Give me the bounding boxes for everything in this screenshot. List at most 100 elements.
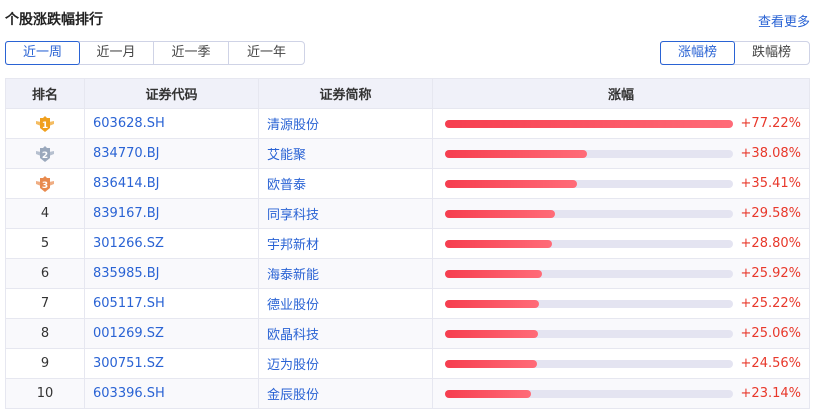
security-code-link[interactable]: 839167.BJ <box>84 198 259 229</box>
security-name-link[interactable]: 欧晶科技 <box>258 318 433 349</box>
svg-text:2: 2 <box>42 151 48 161</box>
rank-cell: 6 <box>5 258 85 289</box>
column-header-code: 证券代码 <box>84 78 259 109</box>
change-value: +38.08% <box>740 146 801 161</box>
change-value: +25.06% <box>740 326 801 341</box>
change-value: +24.56% <box>740 356 801 371</box>
security-code-link[interactable]: 301266.SZ <box>84 228 259 259</box>
change-cell: +24.56% <box>432 348 810 379</box>
security-name-link[interactable]: 艾能聚 <box>258 138 433 169</box>
change-bar-track <box>445 390 733 398</box>
change-bar-fill <box>445 390 532 398</box>
change-cell: +35.41% <box>432 168 810 199</box>
security-code-link[interactable]: 835985.BJ <box>84 258 259 289</box>
change-bar-fill <box>445 270 542 278</box>
column-header-name: 证券简称 <box>258 78 433 109</box>
security-name-link[interactable]: 迈为股份 <box>258 348 433 379</box>
change-value: +35.41% <box>740 176 801 191</box>
ranking-table: 排名 证券代码 证券简称 涨幅 1 603628.SH 清源股份 +77.22% 2 83… <box>5 78 810 409</box>
change-cell: +25.92% <box>432 258 810 289</box>
change-bar-track <box>445 240 733 248</box>
security-code-link[interactable]: 834770.BJ <box>84 138 259 169</box>
table-row: 6 835985.BJ 海泰新能 +25.92% <box>5 258 810 289</box>
security-code-link[interactable]: 836414.BJ <box>84 168 259 199</box>
change-bar-track <box>445 210 733 218</box>
change-value: +28.80% <box>740 236 801 251</box>
change-bar-track <box>445 180 733 188</box>
security-name-link[interactable]: 同享科技 <box>258 198 433 229</box>
change-bar-track <box>445 360 733 368</box>
table-row: 7 605117.SH 德业股份 +25.22% <box>5 288 810 319</box>
security-code-link[interactable]: 605117.SH <box>84 288 259 319</box>
change-bar-fill <box>445 120 733 128</box>
change-value: +77.22% <box>740 116 801 131</box>
change-bar-fill <box>445 210 556 218</box>
table-row: 5 301266.SZ 宇邦新材 +28.80% <box>5 228 810 259</box>
change-bar-fill <box>445 150 588 158</box>
svg-text:1: 1 <box>42 121 48 131</box>
page-title: 个股涨跌幅排行 <box>5 12 103 28</box>
change-value: +25.92% <box>740 266 801 281</box>
silver-medal-icon: 2 <box>35 145 55 163</box>
security-code-link[interactable]: 603628.SH <box>84 108 259 139</box>
rank-cell: 7 <box>5 288 85 319</box>
column-header-rank: 排名 <box>5 78 85 109</box>
change-bar-fill <box>445 240 553 248</box>
rank-cell: 4 <box>5 198 85 229</box>
rank-toggle: 涨幅榜 跌幅榜 <box>660 41 810 65</box>
change-cell: +29.58% <box>432 198 810 229</box>
table-row: 10 603396.SH 金辰股份 +23.14% <box>5 378 810 409</box>
tab-decliners[interactable]: 跌幅榜 <box>751 45 791 60</box>
security-name-link[interactable]: 德业股份 <box>258 288 433 319</box>
rank-cell: 3 <box>5 168 85 199</box>
change-bar-fill <box>445 180 578 188</box>
rank-cell: 2 <box>5 138 85 169</box>
tab-period-2[interactable]: 近一季 <box>154 42 229 64</box>
table-row: 9 300751.SZ 迈为股份 +24.56% <box>5 348 810 379</box>
table-row: 3 836414.BJ 欧普泰 +35.41% <box>5 168 810 199</box>
change-cell: +23.14% <box>432 378 810 409</box>
change-cell: +28.80% <box>432 228 810 259</box>
table-row: 4 839167.BJ 同享科技 +29.58% <box>5 198 810 229</box>
change-bar-fill <box>445 330 539 338</box>
change-bar-track <box>445 300 733 308</box>
tab-period-1[interactable]: 近一月 <box>79 42 154 64</box>
table-row: 1 603628.SH 清源股份 +77.22% <box>5 108 810 139</box>
security-code-link[interactable]: 603396.SH <box>84 378 259 409</box>
change-cell: +38.08% <box>432 138 810 169</box>
rank-cell: 5 <box>5 228 85 259</box>
change-cell: +25.22% <box>432 288 810 319</box>
security-code-link[interactable]: 300751.SZ <box>84 348 259 379</box>
change-cell: +25.06% <box>432 318 810 349</box>
security-name-link[interactable]: 宇邦新材 <box>258 228 433 259</box>
change-bar-track <box>445 330 733 338</box>
rank-cell: 1 <box>5 108 85 139</box>
change-bar-track <box>445 120 733 128</box>
tab-period-0[interactable]: 近一周 <box>5 41 80 65</box>
view-more-link[interactable]: 查看更多 <box>757 15 810 30</box>
change-value: +23.14% <box>740 386 801 401</box>
rank-cell: 8 <box>5 318 85 349</box>
svg-text:3: 3 <box>42 181 48 191</box>
change-value: +29.58% <box>740 206 801 221</box>
change-bar-fill <box>445 300 540 308</box>
change-cell: +77.22% <box>432 108 810 139</box>
security-name-link[interactable]: 清源股份 <box>258 108 433 139</box>
security-name-link[interactable]: 海泰新能 <box>258 258 433 289</box>
change-bar-fill <box>445 360 537 368</box>
table-row: 8 001269.SZ 欧晶科技 +25.06% <box>5 318 810 349</box>
change-value: +25.22% <box>740 296 801 311</box>
rank-cell: 10 <box>5 378 85 409</box>
bronze-medal-icon: 3 <box>35 175 55 193</box>
rank-cell: 9 <box>5 348 85 379</box>
change-bar-track <box>445 270 733 278</box>
tab-gainers[interactable]: 涨幅榜 <box>660 41 735 65</box>
column-header-change: 涨幅 <box>432 78 810 109</box>
gold-medal-icon: 1 <box>35 115 55 133</box>
change-bar-track <box>445 150 733 158</box>
security-code-link[interactable]: 001269.SZ <box>84 318 259 349</box>
security-name-link[interactable]: 欧普泰 <box>258 168 433 199</box>
tab-period-3[interactable]: 近一年 <box>246 45 286 60</box>
security-name-link[interactable]: 金辰股份 <box>258 378 433 409</box>
table-row: 2 834770.BJ 艾能聚 +38.08% <box>5 138 810 169</box>
